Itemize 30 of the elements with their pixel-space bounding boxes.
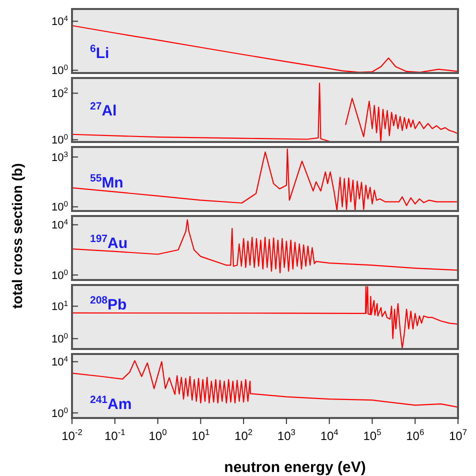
text: $^{55}$Mn [90,172,124,192]
text: $^{6}$Li [90,42,110,62]
x-tick-label: 10$^{6}$ [406,427,424,443]
x-tick-label: 10$^{2}$ [234,427,253,443]
y-tick-label: 10$^{2}$ [51,86,68,100]
text: $^{27}$Al [90,100,117,120]
y-tick-label: 10$^{0}$ [51,405,68,420]
y-tick-label: 10$^{4}$ [51,14,69,28]
x-tick-label: 10$^{7}$ [448,427,468,443]
y-axis-title: total cross section (b) [9,163,25,309]
y-tick-label: 10$^{3}$ [51,149,68,164]
x-tick-label: 10$^{-2}$ [62,427,83,443]
y-tick-label: 10$^{0}$ [51,62,68,78]
y-tick-label: 10$^{0}$ [51,267,68,282]
x-tick-label: 10$^{3}$ [277,427,296,443]
text: $^{208}$Pb [90,294,127,314]
x-axis-title: neutron energy (eV) [224,459,366,476]
text: $^{241}$Am [90,394,132,414]
x-tick-label: 10$^{-1}$ [104,427,126,443]
y-tick-label: 10$^{0}$ [51,331,68,346]
text: $^{197}$Au [90,233,128,252]
x-tick-label: 10$^{0}$ [148,427,168,443]
y-tick-label: 10$^{0}$ [51,199,68,214]
x-tick-label: 10$^{1}$ [192,427,210,443]
y-tick-label: 10$^{0}$ [51,132,68,147]
y-tick-label: 10$^{4}$ [51,354,69,369]
y-tick-label: 10$^{1}$ [51,298,68,314]
x-tick-label: 10$^{4}$ [320,427,339,443]
y-tick-label: 10$^{4}$ [51,217,69,232]
x-tick-label: 10$^{5}$ [363,427,382,443]
